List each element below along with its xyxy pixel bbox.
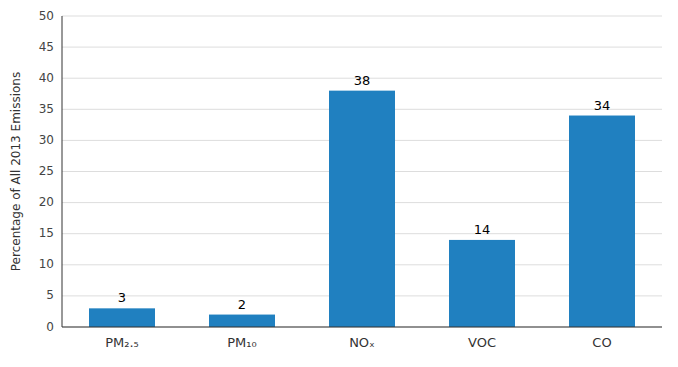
y-axis-line	[62, 16, 63, 327]
data-label: 14	[474, 222, 491, 237]
bar	[449, 240, 515, 327]
grid	[62, 16, 662, 327]
data-label: 34	[594, 98, 611, 113]
data-label: 3	[118, 290, 126, 305]
y-axis: 0 5 10 15 20 25 30 35 40 45 50	[39, 9, 54, 334]
x-axis: PM₂.₅ PM₁₀ NOₓ VOC CO	[105, 335, 611, 350]
grid-line	[62, 16, 662, 17]
grid-line	[62, 327, 662, 328]
bar	[569, 116, 635, 327]
x-tick-label: PM₂.₅	[105, 335, 139, 350]
bar	[329, 91, 395, 327]
y-tick-label: 25	[39, 164, 54, 178]
y-tick-label: 20	[39, 195, 54, 209]
y-tick-label: 50	[39, 9, 54, 23]
x-tick-label: NOₓ	[349, 335, 375, 350]
chart-container: 0 5 10 15 20 25 30 35 40 45 50 3 2 38 14 34 PM₂.₅ PM₁₀ NOₓ…	[0, 0, 678, 367]
x-tick-label: CO	[592, 335, 611, 350]
x-tick-label: PM₁₀	[227, 335, 256, 350]
bar	[89, 308, 155, 327]
x-tick-label: VOC	[468, 335, 496, 350]
y-axis-title: Percentage of All 2013 Emissions	[9, 72, 23, 271]
y-tick-label: 30	[39, 133, 54, 147]
chart: 0 5 10 15 20 25 30 35 40 45 50 3 2 38 14 34 PM₂.₅ PM₁₀ NOₓ…	[0, 0, 678, 367]
y-tick-label: 15	[39, 226, 54, 240]
bar	[209, 315, 275, 327]
x-axis-line	[62, 327, 662, 328]
y-tick-label: 40	[39, 71, 54, 85]
y-tick-label: 5	[46, 288, 54, 302]
y-tick-label: 0	[46, 320, 54, 334]
y-tick-label: 35	[39, 102, 54, 116]
y-tick-label: 10	[39, 257, 54, 271]
bars	[89, 91, 635, 327]
data-labels: 3 2 38 14 34	[118, 73, 610, 312]
y-tick-label: 45	[39, 40, 54, 54]
data-label: 2	[238, 297, 246, 312]
grid-line	[62, 47, 662, 48]
data-label: 38	[354, 73, 371, 88]
